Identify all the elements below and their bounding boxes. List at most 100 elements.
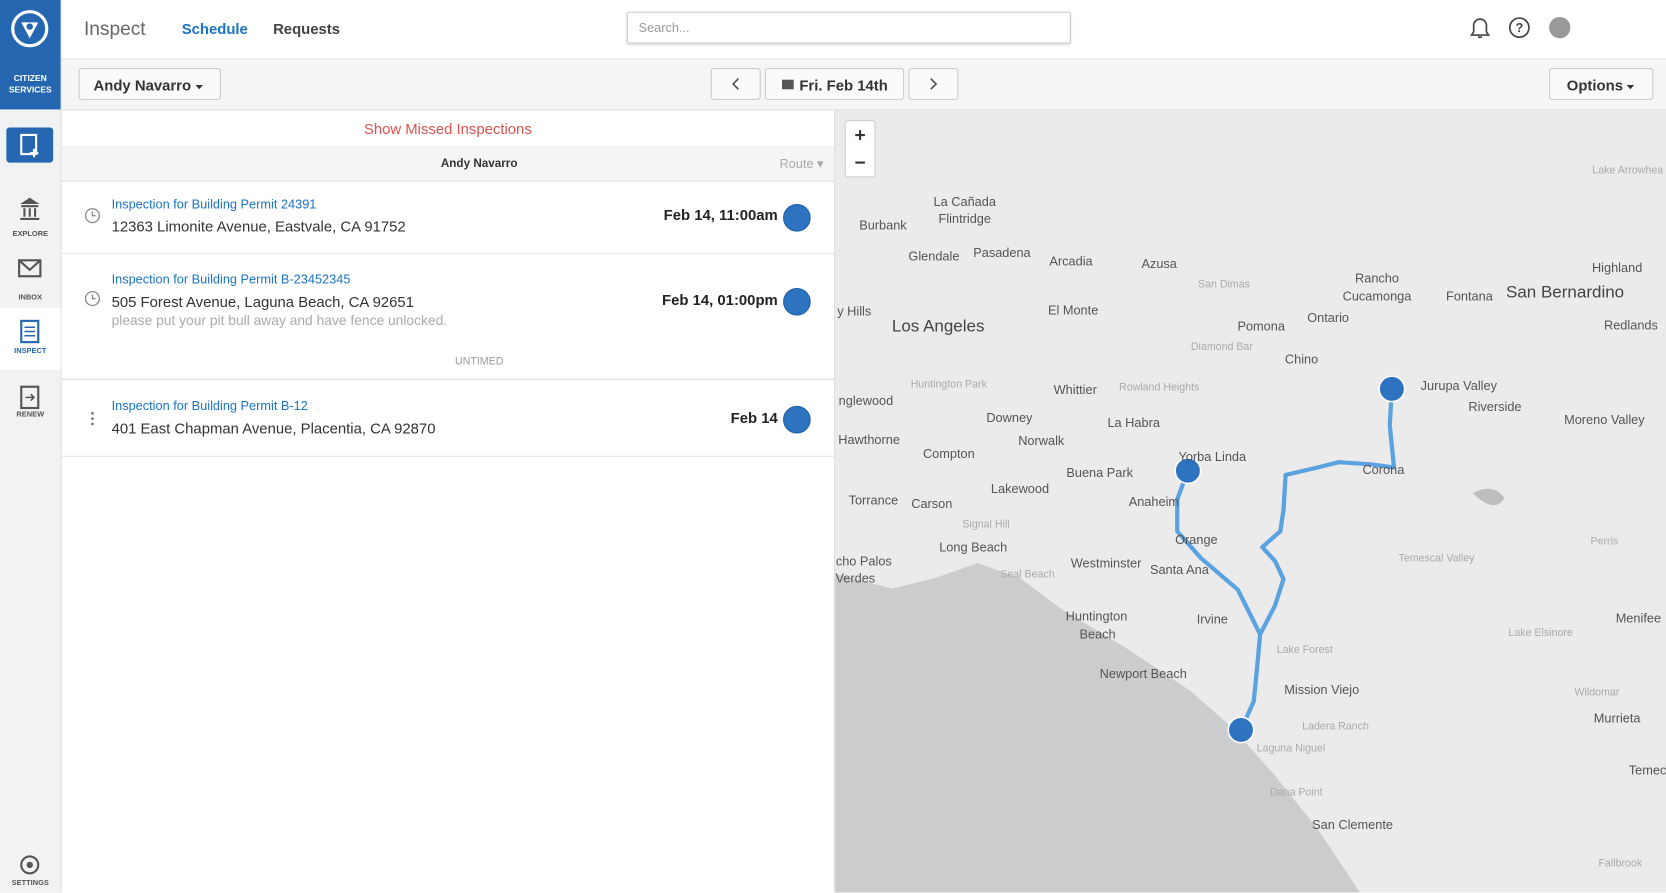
map-place-label: Redlands	[1604, 317, 1658, 333]
inspector-dropdown[interactable]: Andy Navarro	[78, 68, 221, 100]
nav-inspect[interactable]: INSPECT	[0, 308, 61, 370]
inspection-address: 401 East Chapman Avenue, Placentia, CA 9…	[111, 419, 436, 437]
group-name: Andy Navarro	[440, 157, 518, 170]
map-place-label: Norwalk	[1018, 433, 1065, 449]
map-place-label: Westminster	[1070, 555, 1142, 571]
map-place-label: Buena Park	[1066, 465, 1134, 481]
inspection-time: Feb 14, 11:00am	[663, 206, 778, 224]
map[interactable]: Lake Arrowhea Fallbrook Temecu San Clemente…	[835, 110, 1666, 893]
map-place-label: Verdes	[835, 570, 876, 586]
map-place-label: Anaheim	[1128, 494, 1180, 509]
map-place-label: Lake Arrowhea	[1592, 165, 1664, 177]
nav-label: RENEW	[16, 411, 45, 419]
map-place-label: La Cañada	[933, 194, 996, 210]
inspection-time: Feb 14, 01:00pm	[662, 291, 778, 309]
map-place-label: El Monte	[1047, 302, 1099, 318]
sidebar: CITIZEN SERVICES EXPLORE INBOX INSPECT R…	[0, 0, 62, 893]
tab-requests[interactable]: Requests	[273, 20, 341, 38]
new-button[interactable]	[6, 127, 54, 163]
map-place-label: San Bernardino	[1505, 283, 1625, 302]
tab-schedule[interactable]: Schedule	[181, 20, 248, 38]
inspector-avatar	[783, 204, 811, 232]
nav-label: EXPLORE	[12, 230, 49, 238]
map-place-label: Temecu	[1628, 762, 1666, 778]
inspector-avatar	[783, 405, 811, 434]
missed-link[interactable]: Show Missed Inspections	[61, 111, 835, 148]
zoom-out[interactable]: −	[854, 151, 866, 174]
map-place-label: La Habra	[1107, 415, 1160, 431]
inspection-address: 12363 Limonite Avenue, Eastvale, CA 9175…	[111, 217, 406, 235]
map-place-label: Irvine	[1196, 612, 1228, 627]
map-place-label: Flintridge	[938, 211, 991, 227]
sort-label: Route	[779, 156, 814, 172]
map-place-label: Fallbrook	[1598, 857, 1643, 870]
map-place-label: Ontario	[1307, 310, 1350, 326]
map-place-label: Menifee	[1615, 610, 1662, 626]
nav-settings[interactable]: SETTINGS	[0, 850, 61, 893]
search-input[interactable]: Search...	[626, 11, 1071, 44]
map-place-label: Azusa	[1141, 256, 1177, 271]
header: Inspect Schedule Requests Search... ?	[61, 0, 1666, 60]
map-place-label: Yorba Linda	[1178, 449, 1247, 465]
inspection-title[interactable]: Inspection for Building Permit B-2345234…	[111, 272, 351, 287]
map-place-label: Glendale	[908, 248, 960, 264]
map-place-label: Huntington Park	[910, 378, 987, 391]
inspection-title[interactable]: Inspection for Building Permit B-12	[111, 398, 308, 414]
map-place-label: Huntington	[1065, 608, 1128, 624]
sort-dropdown[interactable]: Route ▾	[779, 156, 824, 172]
map-place-label: Arcadia	[1049, 253, 1093, 269]
map-place-label: Dana Point	[1269, 786, 1323, 799]
map-place-label: Perris	[1590, 536, 1619, 548]
map-place-label: Chino	[1284, 351, 1319, 367]
inspection-title[interactable]: Inspection for Building Permit 24391	[111, 196, 317, 212]
map-place-label: Corona	[1362, 462, 1405, 478]
date-picker[interactable]: Fri. Feb 14th	[765, 68, 905, 100]
zoom-in[interactable]: +	[854, 124, 866, 146]
inspection-row[interactable]: Inspection for Building Permit B-12 401 …	[61, 379, 835, 457]
map-place-label: Cucamonga	[1342, 289, 1412, 304]
nav-renew[interactable]: RENEW	[0, 377, 61, 439]
map-place-label: Ladera Ranch	[1302, 720, 1369, 733]
map-place-label: Whittier	[1053, 382, 1097, 398]
map-place-label: San Clemente	[1312, 817, 1393, 832]
map-place-label: Moreno Valley	[1564, 412, 1645, 428]
map-place-label: y Hills	[837, 303, 872, 319]
untimed-label: UNTIMED	[454, 355, 504, 368]
map-place-label: Laguna Niguel	[1256, 743, 1326, 755]
logo	[11, 10, 49, 48]
map-place-label: Highland	[1591, 260, 1643, 276]
map-place-label: Santa Ana	[1149, 562, 1209, 577]
nav-label: INSPECT	[14, 347, 47, 355]
map-place-label: Jurupa Valley	[1420, 378, 1497, 394]
brand[interactable]: CITIZEN SERVICES	[0, 0, 61, 110]
inspection-row[interactable]: Inspection for Building Permit B-2345234…	[61, 254, 835, 380]
map-place-label: Los Angeles	[891, 317, 985, 336]
map-place-label: Rancho	[1355, 270, 1399, 286]
map-place-label: Downey	[986, 410, 1033, 425]
map-place-label: cho Palos	[835, 553, 892, 569]
next-day[interactable]	[908, 68, 959, 100]
map-place-label: Newport Beach	[1099, 666, 1187, 682]
map-place-label: Lake Elsinore	[1508, 627, 1573, 640]
map-place-label: nglewood	[838, 393, 894, 408]
nav-explore[interactable]: EXPLORE	[0, 186, 61, 248]
map-place-label: Mission Viejo	[1284, 682, 1360, 697]
map-place-label: Orange	[1175, 532, 1218, 548]
map-place-label: Seal Beach	[1000, 568, 1055, 581]
map-place-label: Signal Hill	[962, 519, 1010, 531]
map-place-label: San Dimas	[1198, 278, 1250, 291]
toolbar: Andy Navarro Fri. Feb 14th Options	[61, 59, 1666, 111]
map-place-label: Carson	[911, 496, 953, 512]
inspection-note: please put your pit bull away and have f…	[111, 312, 448, 329]
inspector-name: Andy Navarro	[93, 76, 192, 94]
options-dropdown[interactable]: Options	[1549, 68, 1654, 100]
nav-label: INBOX	[18, 294, 43, 302]
map-place-label: Pomona	[1237, 318, 1285, 334]
map-place-label: Long Beach	[939, 539, 1008, 555]
inspection-row[interactable]: Inspection for Building Permit 24391 123…	[61, 182, 835, 254]
map-place-label: Beach	[1079, 626, 1116, 642]
prev-day[interactable]	[710, 68, 761, 100]
zoom-controls: + −	[844, 120, 876, 178]
nav-inbox[interactable]: INBOX	[0, 250, 61, 312]
